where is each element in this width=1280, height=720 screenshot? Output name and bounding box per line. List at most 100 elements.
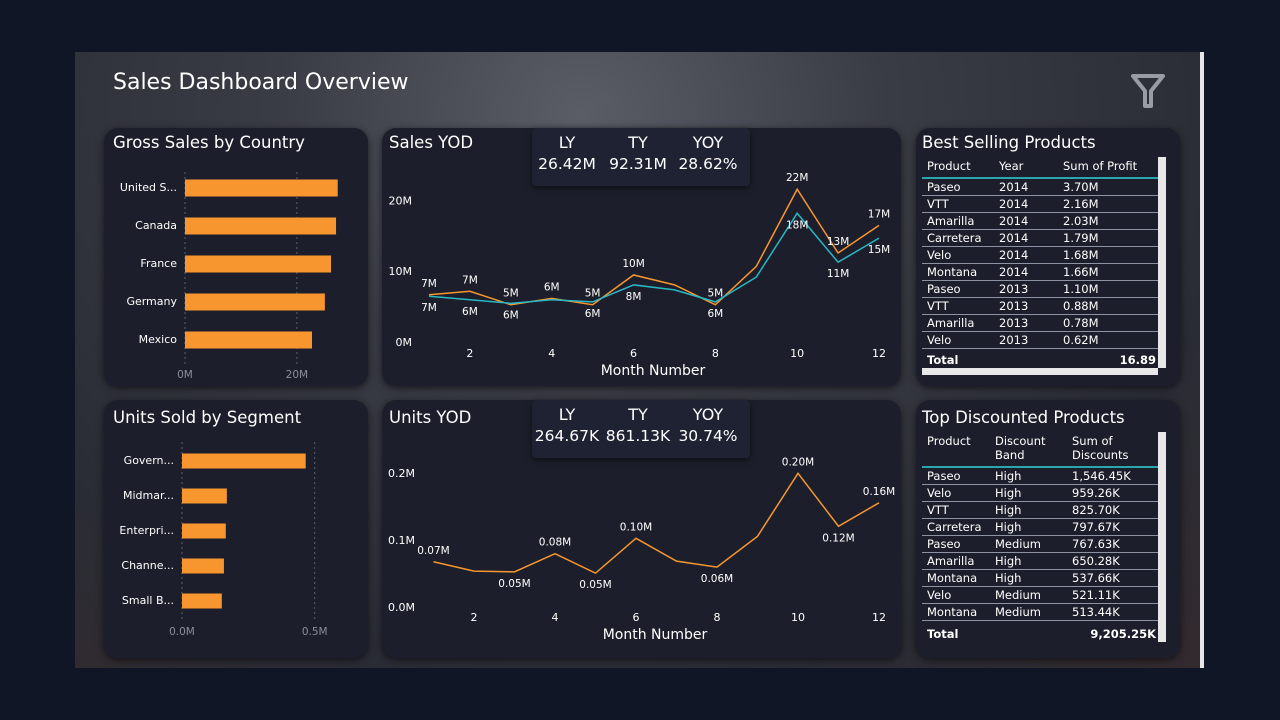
x-tick-label: 2 <box>466 347 473 360</box>
scrollbar <box>1158 157 1166 368</box>
x-axis-label: Month Number <box>601 363 706 379</box>
y-tick-label: France <box>140 257 177 270</box>
table-cell: Amarilla <box>922 552 990 570</box>
table-cell: 2013 <box>994 297 1058 315</box>
data-label: 17M <box>868 208 890 220</box>
bar <box>185 331 312 349</box>
scrollbar <box>922 368 1158 375</box>
data-label: 0.10M <box>620 521 652 533</box>
table-row: Carretera High 797.67K <box>922 518 1158 536</box>
y-tick-label: 20M <box>389 194 413 207</box>
table-grid: Product Discount Band Sum of Discounts Pase… <box>922 432 1158 621</box>
x-tick-label: 10 <box>790 347 804 360</box>
kpi-label: YOY <box>692 405 724 424</box>
card-title: Units Sold by Segment <box>113 408 302 427</box>
kpi-value: 30.74% <box>678 427 738 445</box>
table-header: Product Discount Band Sum of Discounts <box>922 432 1158 468</box>
y-tick-label: Germany <box>126 295 177 308</box>
data-label: 6M <box>707 308 723 320</box>
y-tick-label: 0.1M <box>388 534 415 547</box>
table-cell: 2014 <box>994 178 1058 196</box>
bar <box>182 523 226 539</box>
table-cell: 767.63K <box>1067 535 1158 553</box>
table-cell: VTT <box>922 297 994 315</box>
table-cell: 537.66K <box>1067 569 1158 587</box>
table-header: Product Year Sum of Profit <box>922 157 1158 179</box>
table-cell: 0.62M <box>1058 331 1158 349</box>
data-label: 7M <box>421 278 437 290</box>
table-cell: Montana <box>922 263 994 281</box>
table-cell: High <box>990 569 1067 587</box>
table-cell: 2014 <box>994 246 1058 264</box>
bar <box>182 453 306 469</box>
card-title: Sales YOD <box>389 133 474 152</box>
table-cell: VTT <box>922 501 990 519</box>
total-value: 16.89 <box>1119 353 1156 367</box>
table-cell: Paseo <box>922 467 990 485</box>
table-row: Paseo 2014 3.70M <box>922 178 1158 196</box>
x-tick-label: 8 <box>714 611 721 624</box>
table-cell: 797.67K <box>1067 518 1158 536</box>
table-cell: 513.44K <box>1067 603 1158 621</box>
kpi-label: TY <box>628 133 648 152</box>
table-cell: 0.78M <box>1058 314 1158 332</box>
table-cell: VTT <box>922 195 994 213</box>
table-cell: Velo <box>922 246 994 264</box>
table-row: Paseo Medium 767.63K <box>922 535 1158 553</box>
table-row: VTT 2014 2.16M <box>922 195 1158 213</box>
table-grid: Product Year Sum of Profit Paseo 2014 3.70M VT… <box>922 157 1158 349</box>
data-label: 7M <box>462 274 478 286</box>
column-header: Sum of Discounts <box>1067 432 1158 468</box>
table-cell: Paseo <box>922 178 994 196</box>
data-label: 0.05M <box>498 578 530 590</box>
table-cell: 2014 <box>994 229 1058 247</box>
data-label: 0.12M <box>822 532 854 544</box>
kpi-value: 28.62% <box>678 155 738 173</box>
column-header: Discount Band <box>990 432 1067 468</box>
x-tick-label: 0M <box>177 369 193 381</box>
y-tick-label: 0.2M <box>388 467 415 480</box>
table-row: Velo 2014 1.68M <box>922 246 1158 264</box>
x-tick-label: 0.5M <box>302 626 328 638</box>
table-cell: 650.28K <box>1067 552 1158 570</box>
table-cell: 2.03M <box>1058 212 1158 230</box>
bar <box>185 255 332 273</box>
table-row: VTT 2013 0.88M <box>922 297 1158 315</box>
data-label: 5M <box>585 288 601 300</box>
kpi-label: LY <box>558 405 576 424</box>
data-label: 8M <box>626 291 642 303</box>
y-tick-label: Enterpri... <box>119 524 174 537</box>
filter-icon[interactable] <box>1130 72 1166 110</box>
kpi-card: LY 264.67K TY 861.13K YOY 30.74% <box>532 400 750 458</box>
x-tick-label: 6 <box>630 347 637 360</box>
table-cell: Amarilla <box>922 314 994 332</box>
table: Product Year Sum of Profit Paseo 2014 3.70M VT… <box>922 157 1158 353</box>
y-tick-label: Small B... <box>122 594 174 607</box>
card-title: Units YOD <box>389 408 472 427</box>
table-cell: Montana <box>922 569 990 587</box>
column-header: Product <box>922 157 994 179</box>
table-cell: Paseo <box>922 280 994 298</box>
y-tick-label: Canada <box>135 219 177 232</box>
x-tick-label: 20M <box>286 369 308 381</box>
kpi-label: YOY <box>692 133 724 152</box>
kpi-value: 861.13K <box>605 427 671 445</box>
column-header: Sum of Profit <box>1058 157 1158 179</box>
y-tick-label: 10M <box>389 265 413 278</box>
table-cell: High <box>990 467 1067 485</box>
table: Product Discount Band Sum of Discounts Pase… <box>922 432 1158 627</box>
table-total: Total 9,205.25K <box>922 627 1158 642</box>
panel-edge <box>1200 52 1204 668</box>
table-cell: Velo <box>922 331 994 349</box>
data-label: 6M <box>462 306 478 318</box>
scrollbar <box>1158 432 1166 642</box>
table-cell: 2014 <box>994 212 1058 230</box>
y-tick-label: Channe... <box>121 559 174 572</box>
table-cell: High <box>990 484 1067 502</box>
table-cell: Montana <box>922 603 990 621</box>
card-title: Best Selling Products <box>922 133 1096 152</box>
table-row: Paseo High 1,546.45K <box>922 467 1158 485</box>
data-label: 5M <box>503 288 519 300</box>
